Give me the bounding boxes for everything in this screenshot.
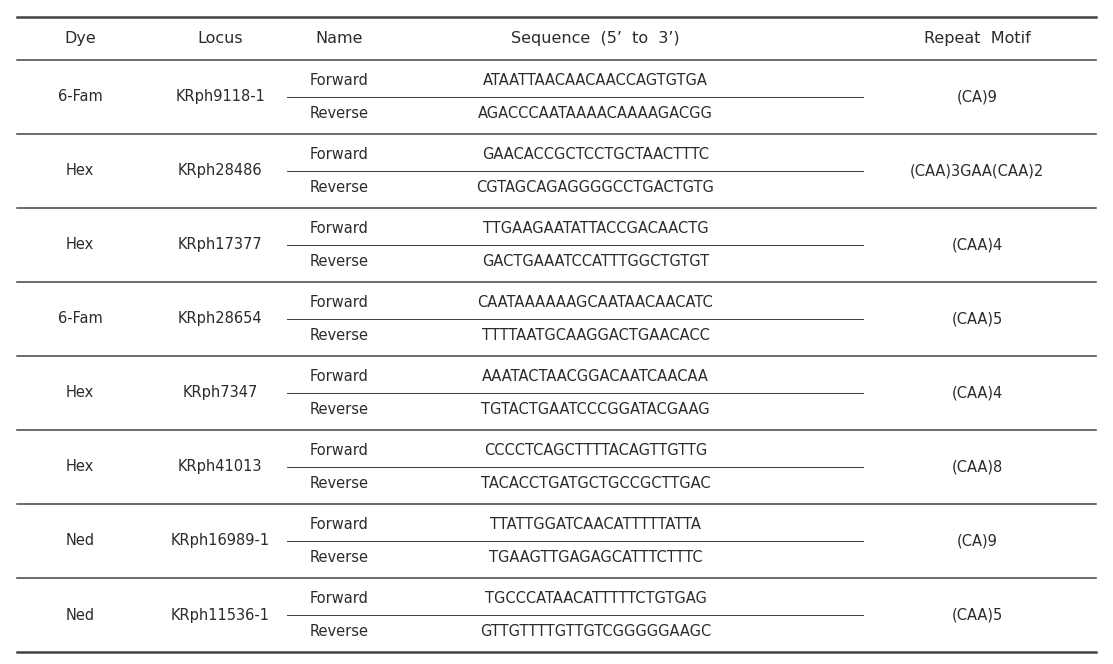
Text: GACTGAAATCCATTTGGCTGTGT: GACTGAAATCCATTTGGCTGTGT <box>482 254 709 269</box>
Text: Forward: Forward <box>311 295 368 310</box>
Text: Reverse: Reverse <box>309 106 370 121</box>
Text: TTATTGGATCAACATTTTTATTA: TTATTGGATCAACATTTTTATTA <box>490 517 701 533</box>
Text: Forward: Forward <box>311 369 368 384</box>
Text: TGAAGTTGAGAGCATTTCTTTC: TGAAGTTGAGAGCATTTCTTTC <box>489 550 702 565</box>
Text: Forward: Forward <box>311 221 368 236</box>
Text: KRph28654: KRph28654 <box>178 311 263 327</box>
Text: Reverse: Reverse <box>309 623 370 639</box>
Text: Dye: Dye <box>65 31 96 46</box>
Text: GTTGTTTTGTTGTCGGGGGAAGC: GTTGTTTTGTTGTCGGGGGAAGC <box>480 623 711 639</box>
Text: Ned: Ned <box>66 533 95 548</box>
Text: KRph11536-1: KRph11536-1 <box>171 608 269 623</box>
Text: AAATACTAACGGACAATCAACAA: AAATACTAACGGACAATCAACAA <box>482 369 709 384</box>
Text: Name: Name <box>316 31 363 46</box>
Text: 6-Fam: 6-Fam <box>58 89 102 104</box>
Text: CCCCTCAGCTTTTACAGTTGTTG: CCCCTCAGCTTTTACAGTTGTTG <box>484 443 707 458</box>
Text: (CAA)5: (CAA)5 <box>952 311 1003 327</box>
Text: TTTTAATGCAAGGACTGAACACC: TTTTAATGCAAGGACTGAACACC <box>482 327 709 343</box>
Text: (CA)9: (CA)9 <box>957 533 997 548</box>
Text: TACACCTGATGCTGCCGCTTGAC: TACACCTGATGCTGCCGCTTGAC <box>481 475 710 491</box>
Text: Hex: Hex <box>66 237 95 252</box>
Text: KRph16989-1: KRph16989-1 <box>170 533 270 548</box>
Text: KRph28486: KRph28486 <box>178 163 263 179</box>
Text: Sequence  (5’  to  3’): Sequence (5’ to 3’) <box>511 31 680 46</box>
Text: KRph41013: KRph41013 <box>178 459 263 475</box>
Text: CAATAAAAAAGCAATAACAACATC: CAATAAAAAAGCAATAACAACATC <box>477 295 713 310</box>
Text: KRph17377: KRph17377 <box>178 237 263 252</box>
Text: Reverse: Reverse <box>309 327 370 343</box>
Text: KRph9118-1: KRph9118-1 <box>176 89 265 104</box>
Text: AGACCCAATAAAACAAAAGACGG: AGACCCAATAAAACAAAAGACGG <box>477 106 713 121</box>
Text: 6-Fam: 6-Fam <box>58 311 102 327</box>
Text: Forward: Forward <box>311 443 368 458</box>
Text: (CAA)5: (CAA)5 <box>952 608 1003 623</box>
Text: KRph7347: KRph7347 <box>183 385 258 400</box>
Text: Hex: Hex <box>66 163 95 179</box>
Text: (CAA)4: (CAA)4 <box>952 237 1003 252</box>
Text: Locus: Locus <box>198 31 243 46</box>
Text: (CA)9: (CA)9 <box>957 89 997 104</box>
Text: Reverse: Reverse <box>309 550 370 565</box>
Text: Repeat  Motif: Repeat Motif <box>924 31 1031 46</box>
Text: Forward: Forward <box>311 517 368 533</box>
Text: Hex: Hex <box>66 459 95 475</box>
Text: TGCCCATAACATTTTTCTGTGAG: TGCCCATAACATTTTTCTGTGAG <box>484 591 707 606</box>
Text: (CAA)8: (CAA)8 <box>952 459 1003 475</box>
Text: GAACACCGCTCCTGCTAACTTTC: GAACACCGCTCCTGCTAACTTTC <box>482 147 709 162</box>
Text: TGTACTGAATCCCGGATACGAAG: TGTACTGAATCCCGGATACGAAG <box>481 402 710 417</box>
Text: Forward: Forward <box>311 147 368 162</box>
Text: (CAA)4: (CAA)4 <box>952 385 1003 400</box>
Text: TTGAAGAATATTACCGACAACTG: TTGAAGAATATTACCGACAACTG <box>483 221 708 236</box>
Text: ATAATTAACAACAACCAGTGTGA: ATAATTAACAACAACCAGTGTGA <box>483 73 708 88</box>
Text: CGTAGCAGAGGGGCCTGACTGTG: CGTAGCAGAGGGGCCTGACTGTG <box>476 179 715 195</box>
Text: Forward: Forward <box>311 591 368 606</box>
Text: Reverse: Reverse <box>309 179 370 195</box>
Text: Ned: Ned <box>66 608 95 623</box>
Text: Reverse: Reverse <box>309 402 370 417</box>
Text: Reverse: Reverse <box>309 475 370 491</box>
Text: (CAA)3GAA(CAA)2: (CAA)3GAA(CAA)2 <box>910 163 1044 179</box>
Text: Forward: Forward <box>311 73 368 88</box>
Text: Reverse: Reverse <box>309 254 370 269</box>
Text: Hex: Hex <box>66 385 95 400</box>
